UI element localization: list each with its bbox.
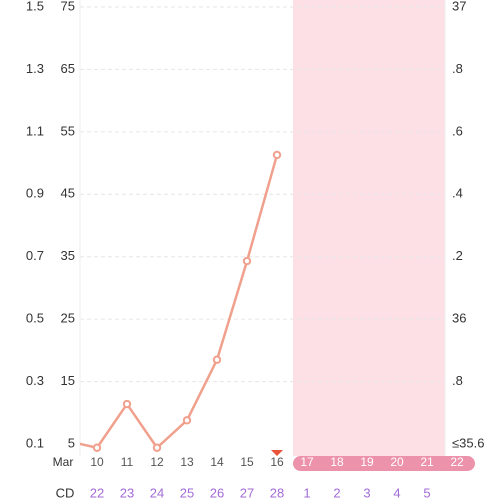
cycle-day: 26	[210, 485, 224, 500]
cycle-day: 25	[180, 485, 194, 500]
y-tick-label: 25	[61, 311, 75, 326]
y3-tick-label: 0.5	[26, 311, 44, 326]
shaded-region	[293, 0, 445, 456]
y2-tick-label: ≤35.6	[452, 435, 484, 450]
y2-tick-label: .8	[452, 61, 463, 76]
x-tick-label: 17	[300, 455, 314, 469]
cycle-day: 5	[423, 485, 430, 500]
y2-tick-label: .8	[452, 373, 463, 388]
y-tick-label: 55	[61, 123, 75, 138]
x-tick-label: 15	[240, 455, 254, 469]
cycle-day: 27	[240, 485, 254, 500]
grid-layer	[80, 6, 445, 383]
data-point	[152, 443, 162, 452]
x-tick-label: Mar	[53, 455, 74, 469]
y-tick-label: 5	[68, 435, 75, 450]
y3-tick-label: 0.9	[26, 186, 44, 201]
date-pill	[293, 456, 475, 471]
x-tick-label: 19	[360, 455, 374, 469]
x-tick-label: 11	[121, 455, 134, 469]
x-tick-label: 21	[420, 455, 434, 469]
cycle-day: 23	[120, 485, 134, 500]
y-tick-label: 15	[61, 373, 75, 388]
x-tick-label: 22	[450, 455, 464, 469]
data-point	[212, 355, 222, 364]
data-point	[92, 443, 102, 452]
cycle-day: 28	[270, 485, 284, 500]
plot	[80, 150, 282, 452]
y-tick-label: 65	[61, 61, 75, 76]
y-tick-label: 45	[61, 186, 75, 201]
cycle-day: 22	[90, 485, 104, 500]
cycle-day: 3	[363, 485, 370, 500]
cycle-day: 2	[333, 485, 340, 500]
y3-tick-label: 0.7	[26, 248, 44, 263]
x-tick-label: 10	[90, 455, 104, 469]
data-point	[122, 399, 132, 409]
y2-tick-label: .2	[452, 248, 463, 263]
cd-label: CD	[56, 485, 75, 500]
x-tick-label: 18	[330, 455, 344, 469]
y3-tick-label: 1.1	[26, 123, 44, 138]
series-line	[80, 154, 279, 449]
x-tick-label: 14	[210, 455, 224, 469]
shade-layer	[293, 0, 475, 471]
data-point	[272, 150, 282, 160]
y-tick-label: 35	[61, 248, 75, 263]
data-point	[182, 416, 192, 425]
x-tick-label: 12	[150, 455, 164, 469]
cycle-day: 1	[303, 485, 310, 500]
y2-tick-label: .4	[452, 186, 463, 201]
y2-tick-label: 37	[452, 0, 466, 13]
data-point	[242, 256, 252, 266]
y2-tick-label: 36	[452, 311, 466, 326]
labels: 5152535455565750.10.30.50.70.91.11.31.5≤…	[26, 0, 485, 500]
x-tick-label: 16	[270, 455, 284, 469]
today-marker	[271, 450, 283, 456]
x-tick-label: 20	[390, 455, 404, 469]
cycle-day: 24	[150, 485, 164, 500]
y2-tick-label: .6	[452, 123, 463, 138]
y-tick-label: 75	[61, 0, 75, 13]
x-tick-label: 13	[180, 455, 194, 469]
y3-tick-label: 1.3	[26, 61, 44, 76]
cycle-day: 4	[393, 485, 400, 500]
y3-tick-label: 0.3	[26, 373, 44, 388]
y3-tick-label: 0.1	[26, 435, 44, 450]
y3-tick-label: 1.5	[26, 0, 44, 13]
